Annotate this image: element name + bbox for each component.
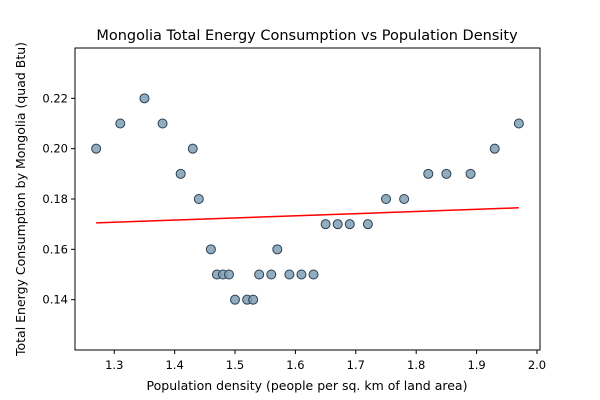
data-point-1 [91,143,102,154]
x-axis-label: Population density (people per sq. km of… [147,378,468,393]
data-point-29 [465,168,476,179]
data-point-25 [381,194,392,204]
x-tick-label: 1.5 [226,358,244,372]
y-tick-label: 0.20 [42,142,68,156]
y-axis-ticks: 0.14 0.16 0.18 0.20 0.22 [42,91,75,307]
x-tick-label: 1.4 [165,358,183,372]
data-point-24 [362,219,373,230]
data-point-4 [157,118,168,129]
x-tick-label: 2.0 [528,358,546,372]
data-point-21 [320,219,331,230]
data-point-3 [139,93,150,104]
data-point-14 [248,294,259,305]
data-point-17 [272,244,283,255]
trendline [96,207,519,224]
data-point-15 [254,269,265,280]
data-point-11 [223,269,234,280]
x-tick-label: 1.3 [105,358,123,372]
y-tick-label: 0.22 [42,91,68,105]
x-tick-label: 1.8 [407,358,425,372]
data-point-28 [441,168,452,179]
data-point-20 [308,269,319,280]
chart-title: Mongolia Total Energy Consumption vs Pop… [96,28,518,44]
data-point-22 [332,219,343,230]
data-point-19 [296,269,307,280]
data-point-6 [187,143,198,154]
x-tick-label: 1.6 [286,358,304,372]
data-point-5 [175,168,186,179]
data-point-26 [399,194,410,204]
x-tick-label: 1.7 [347,358,365,372]
data-point-23 [344,219,355,230]
data-point-16 [266,269,277,280]
x-axis-ticks: 1.3 1.4 1.5 1.6 1.7 1.8 1.9 2.0 [105,350,546,372]
y-tick-label: 0.14 [42,293,68,307]
data-point-31 [513,118,524,129]
data-point-18 [284,269,295,280]
x-tick-label: 1.9 [467,358,485,372]
data-point-12 [230,294,241,305]
data-point-7 [193,194,204,204]
trendline-layer [96,207,519,224]
y-tick-label: 0.18 [42,192,68,206]
data-point-8 [205,244,216,255]
data-point-27 [423,168,434,179]
y-tick-label: 0.16 [42,242,68,256]
data-point-30 [489,143,500,154]
data-point-2 [115,118,126,129]
plot-area-frame [74,47,541,351]
y-axis-label: Total Energy Consumption by Mongolia (qu… [13,42,28,357]
points-layer [91,93,524,305]
